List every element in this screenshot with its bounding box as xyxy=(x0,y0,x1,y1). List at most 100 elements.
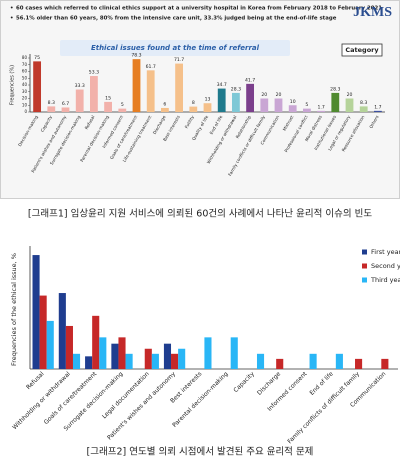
x-tick-label: Others xyxy=(368,115,379,130)
bar xyxy=(118,108,127,112)
bar xyxy=(85,356,93,369)
bar xyxy=(175,63,184,112)
bar xyxy=(217,88,226,112)
bar xyxy=(46,320,54,369)
bar xyxy=(125,353,133,369)
bar xyxy=(104,101,113,112)
value-label: 61.7 xyxy=(146,64,156,70)
value-label: 8.3 xyxy=(48,100,55,106)
x-tick-label: Futility xyxy=(184,114,196,129)
value-label: 34.7 xyxy=(217,82,227,88)
x-tick-label: Goals of care/treatment xyxy=(43,370,99,426)
legend-swatch xyxy=(362,263,367,269)
value-label: 28.3 xyxy=(231,86,241,92)
x-tick-label: Capacity xyxy=(232,370,256,394)
value-label: 8 xyxy=(192,100,195,106)
value-label: 20 xyxy=(276,92,282,98)
value-label: 75 xyxy=(34,55,40,61)
value-label: 20 xyxy=(347,92,353,98)
y-axis-label: Frequencies (%) xyxy=(10,65,16,105)
bar xyxy=(355,358,363,369)
y-tick-label: 20 xyxy=(22,96,28,101)
bar xyxy=(39,295,47,369)
y-tick-label: 50 xyxy=(22,75,28,80)
value-label: 6.7 xyxy=(62,101,69,107)
bar xyxy=(146,70,155,112)
bar xyxy=(75,89,84,112)
bar xyxy=(178,348,186,369)
value-label: 20 xyxy=(261,92,267,98)
y-tick-label: 10 xyxy=(22,102,28,107)
bar xyxy=(111,343,119,369)
value-label: 5 xyxy=(121,102,124,108)
bullet-dot: • xyxy=(10,6,13,12)
bar xyxy=(58,293,66,369)
bar xyxy=(47,106,56,112)
bar xyxy=(92,315,100,369)
legend-box xyxy=(341,43,383,57)
bar xyxy=(160,107,169,112)
value-label: 15 xyxy=(105,95,111,101)
value-label: 1.7 xyxy=(317,104,324,110)
bar xyxy=(163,343,172,369)
y-axis-label: Frequencies of the ethical issue, % xyxy=(10,253,18,366)
bar xyxy=(246,83,255,112)
caption: [그래프1] 임상윤리 지원 서비스에 의뢰된 60건의 사례에서 나타난 윤리… xyxy=(28,208,372,220)
bar xyxy=(276,358,284,369)
x-tick-label: Parental decision-making xyxy=(171,370,230,429)
bar xyxy=(302,108,311,112)
value-label: 6 xyxy=(163,101,166,107)
bar xyxy=(373,110,382,112)
x-tick-label: End of life xyxy=(308,370,334,396)
bar xyxy=(256,353,265,369)
value-label: 41.7 xyxy=(245,77,255,83)
logo: JKMS xyxy=(353,5,392,20)
bar xyxy=(317,110,326,112)
bar xyxy=(151,353,159,369)
bar xyxy=(72,353,81,369)
value-label: 13 xyxy=(205,97,211,103)
bar xyxy=(231,92,240,112)
y-tick-label: 70 xyxy=(22,62,28,67)
x-tick-label: Refusal xyxy=(25,370,46,391)
value-label: 8.3 xyxy=(360,100,367,106)
bar xyxy=(65,325,73,369)
title-banner xyxy=(60,40,290,56)
value-label: 78.3 xyxy=(131,53,141,59)
bar xyxy=(359,106,368,112)
bar xyxy=(99,337,107,369)
bar xyxy=(331,92,340,112)
bar xyxy=(144,348,152,369)
bar xyxy=(189,106,198,112)
bar xyxy=(288,105,297,112)
slide-panel xyxy=(0,0,400,199)
x-tick-label: Discharge xyxy=(256,370,282,396)
bar xyxy=(260,98,269,112)
bar xyxy=(230,337,238,369)
y-tick-label: 30 xyxy=(22,89,28,94)
legend-label: Second year xyxy=(371,262,400,270)
bar xyxy=(61,107,70,112)
value-label: 33.3 xyxy=(75,83,85,89)
chart-title: Ethical issues found at the time of refe… xyxy=(91,44,260,52)
legend-title: Category xyxy=(345,46,379,54)
legend-label: Third year xyxy=(370,276,400,284)
y-tick-label: 40 xyxy=(22,82,28,87)
y-tick-label: 60 xyxy=(22,69,28,74)
legend-swatch xyxy=(362,249,367,255)
bar xyxy=(381,358,389,369)
value-label: 1.7 xyxy=(374,104,381,110)
value-label: 53.3 xyxy=(89,70,99,76)
bullet-dot: • xyxy=(10,16,13,22)
value-label: 28.3 xyxy=(330,86,340,92)
caption: [그래프2] 연도별 의뢰 시점에서 발견된 주요 윤리적 문제 xyxy=(87,446,314,458)
bar xyxy=(335,353,343,369)
bar xyxy=(32,255,40,369)
bar xyxy=(132,59,141,112)
x-tick-label: Legal documentation xyxy=(101,370,151,420)
legend-label: First year xyxy=(371,248,400,256)
bar xyxy=(171,353,179,369)
y-tick-label: 80 xyxy=(22,55,28,60)
bar xyxy=(89,76,98,112)
bullet: 56.1% older than 60 years, 80% from the … xyxy=(16,16,337,22)
